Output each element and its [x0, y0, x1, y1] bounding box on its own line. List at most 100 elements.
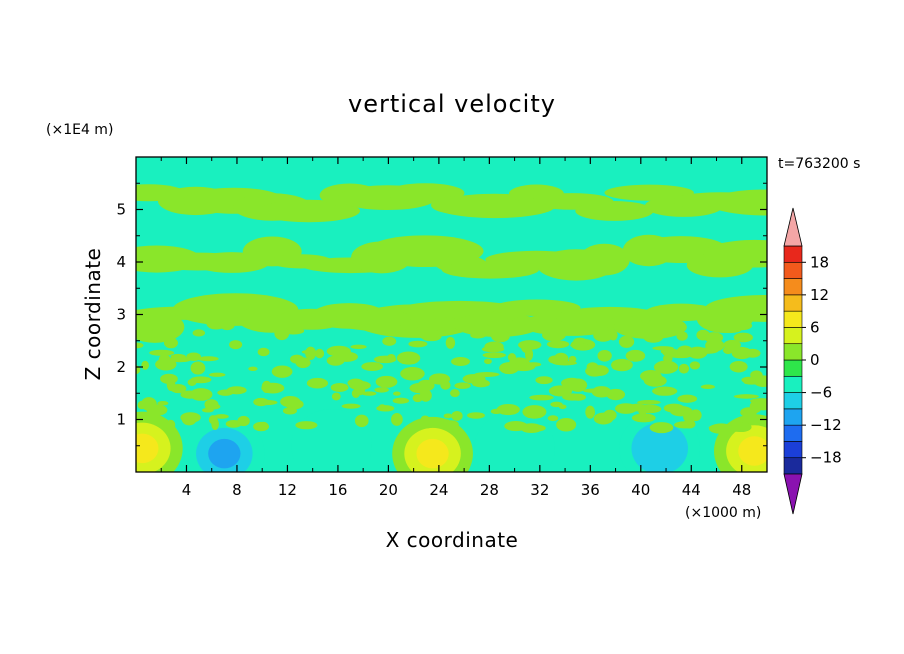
colorbar-box — [783, 294, 803, 312]
turbulent-cell — [637, 404, 662, 414]
turbulent-cell — [700, 384, 716, 390]
turbulent-cell — [155, 358, 177, 371]
y-multiplier-label: (×1E4 m) — [46, 122, 113, 138]
turbulent-cell — [445, 336, 456, 349]
x-tick-label: 24 — [429, 481, 448, 499]
turbulent-cell — [535, 376, 553, 385]
turbulent-cell — [271, 365, 293, 378]
colorbar-tick-label: −18 — [810, 449, 842, 467]
turbulent-cells — [136, 310, 767, 434]
band-blob — [613, 315, 687, 340]
turbulent-cell — [282, 407, 297, 415]
turbulent-cell — [662, 350, 671, 356]
turbulent-cell — [443, 413, 453, 419]
turbulent-cell — [454, 382, 471, 389]
turbulent-cell — [197, 356, 219, 362]
turbulent-cell — [192, 329, 206, 337]
x-tick-label: 8 — [232, 481, 242, 499]
turbulent-cell — [663, 403, 685, 413]
turbulent-cell — [392, 397, 410, 404]
turbulent-cell — [330, 382, 349, 393]
turbulent-cell — [373, 355, 397, 364]
turbulent-cell — [733, 332, 753, 343]
x-multiplier-label: (×1000 m) — [685, 505, 761, 521]
x-tick-label: 48 — [732, 481, 751, 499]
turbulent-cell — [351, 389, 360, 398]
colorbar-tick-label: 18 — [810, 253, 829, 271]
turbulent-cell — [451, 410, 463, 421]
turbulent-cell — [637, 399, 661, 405]
x-tick-label: 32 — [530, 481, 549, 499]
turbulent-cell — [677, 394, 698, 403]
turbulent-cell — [166, 378, 176, 391]
turbulent-cell — [597, 349, 612, 362]
x-ticks: 4 8 12 16 20 24 28 32 36 40 44 48 — [160, 157, 751, 499]
turbulent-cell — [400, 367, 425, 381]
x-tick-label: 4 — [182, 481, 192, 499]
turbulent-cell — [484, 358, 492, 365]
turbulent-cell — [402, 319, 419, 331]
turbulent-cell — [611, 358, 633, 372]
turbulent-cell — [274, 326, 290, 341]
turbulent-cell — [248, 366, 258, 372]
x-tick-label: 36 — [581, 481, 600, 499]
turbulent-cell — [341, 403, 361, 409]
updraft — [392, 416, 473, 472]
turbulent-cell — [141, 397, 157, 411]
turbulent-cell — [750, 370, 763, 380]
colorbar-box — [783, 359, 803, 377]
turbulent-cell — [631, 413, 656, 423]
turbulent-cell — [585, 365, 605, 377]
turbulent-cell — [729, 360, 748, 373]
turbulent-cell — [147, 329, 171, 338]
turbulent-cell — [678, 363, 690, 374]
y-tick-label: 4 — [116, 253, 126, 271]
colorbar-tick-label: 12 — [810, 286, 829, 304]
turbulent-cell — [261, 382, 285, 394]
turbulent-cell — [264, 316, 274, 323]
band-blob — [705, 294, 767, 322]
x-axis-title: X coordinate — [386, 528, 519, 552]
turbulent-cell — [741, 376, 756, 383]
turbulent-cell — [499, 362, 519, 375]
turbulent-cell — [652, 346, 674, 351]
turbulent-cell — [190, 361, 206, 375]
turbulent-cell — [326, 345, 351, 357]
turbulent-cell — [593, 329, 614, 342]
turbulent-cell — [226, 386, 247, 395]
colorbar-box — [783, 327, 803, 345]
turbulent-cell — [225, 419, 242, 428]
turbulent-cell — [229, 340, 243, 350]
turbulent-cell — [295, 357, 311, 369]
colorbar-tick-label: −12 — [810, 416, 842, 434]
turbulent-cell — [467, 412, 485, 419]
turbulent-cell — [733, 394, 759, 399]
turbulent-cell — [382, 336, 397, 346]
turbulent-cell — [689, 361, 701, 370]
updraft-contour — [136, 433, 159, 464]
turbulent-cell — [548, 355, 562, 364]
x-tick-label: 44 — [682, 481, 701, 499]
turbulent-cell — [157, 401, 169, 406]
turbulent-cell — [136, 342, 144, 349]
turbulent-cell — [708, 424, 733, 431]
y-tick-label: 3 — [116, 306, 126, 324]
turbulent-cell — [393, 391, 401, 396]
turbulent-cell — [412, 394, 423, 403]
turbulent-cell — [731, 419, 742, 432]
turbulent-cell — [415, 328, 441, 340]
downdraft — [183, 416, 265, 472]
colorbar-box — [783, 441, 803, 459]
turbulent-cell — [331, 392, 341, 401]
turbulent-cell — [214, 414, 229, 419]
colorbar-box — [783, 424, 803, 442]
colorbar-box — [783, 408, 803, 426]
y-tick-label: 5 — [116, 201, 126, 219]
time-label: t=763200 s — [778, 156, 860, 172]
turbulent-cell — [451, 357, 470, 366]
updraft-contour — [738, 436, 767, 466]
turbulent-cell — [219, 320, 235, 331]
turbulent-cell — [608, 329, 618, 341]
turbulent-cell — [420, 415, 430, 422]
